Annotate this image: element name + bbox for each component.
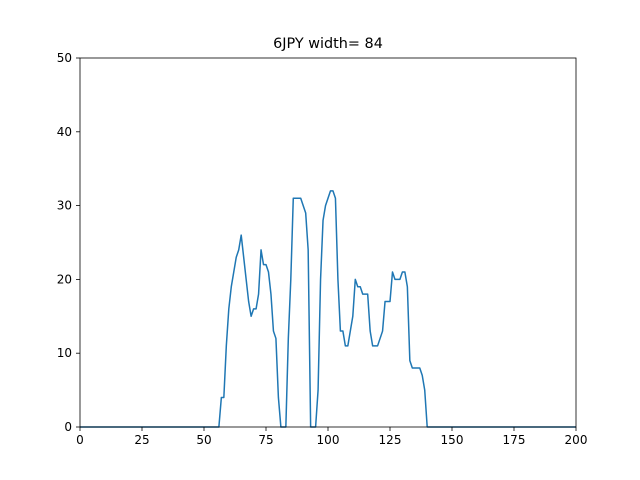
y-tick-label-5: 50: [57, 51, 72, 65]
y-tick-label-3: 30: [57, 199, 72, 213]
x-tick-label-1: 25: [134, 433, 149, 447]
y-tick-label-0: 0: [64, 420, 72, 434]
x-tick-label-7: 175: [503, 433, 526, 447]
series-layer: [80, 190, 576, 428]
x-tick-label-3: 75: [258, 433, 273, 447]
x-axis: 0 25 50 75 100 125 150 175 200: [76, 427, 587, 447]
x-tick-label-4: 100: [317, 433, 340, 447]
x-tick-label-6: 150: [441, 433, 464, 447]
y-tick-label-2: 20: [57, 272, 72, 286]
x-tick-label-0: 0: [76, 433, 84, 447]
x-tick-label-5: 125: [379, 433, 402, 447]
x-tick-label-8: 200: [565, 433, 588, 447]
y-tick-label-4: 40: [57, 125, 72, 139]
y-tick-label-1: 10: [57, 346, 72, 360]
plot-frame: [79, 57, 577, 428]
chart-title: 6JPY width= 84: [273, 36, 383, 52]
y-axis: 0 10 20 30 40 50: [57, 51, 80, 434]
x-tick-label-2: 50: [196, 433, 211, 447]
series-line-0: [80, 190, 576, 428]
